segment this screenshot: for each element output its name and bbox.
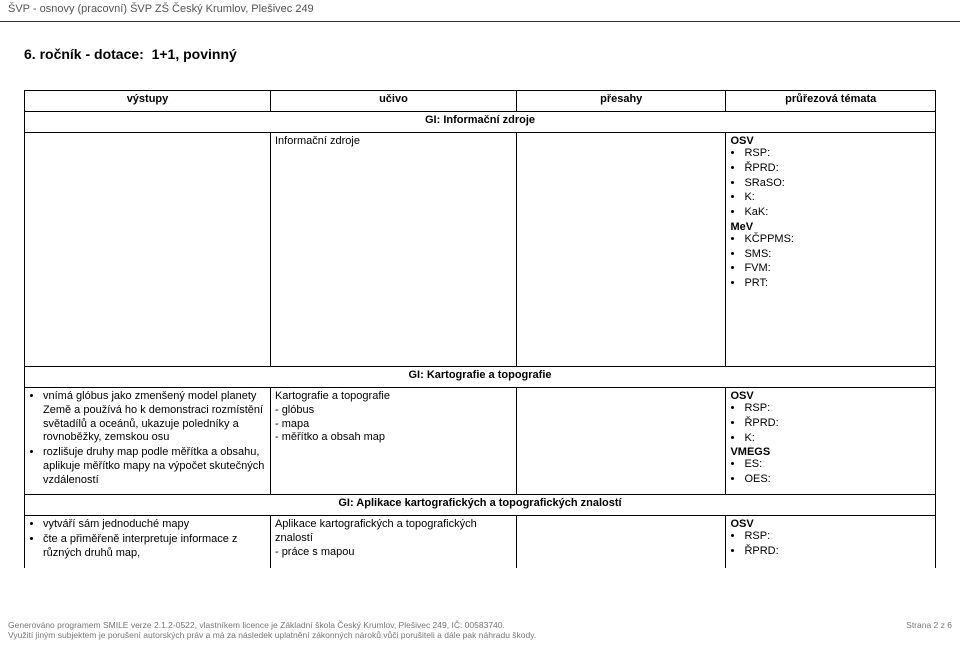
ucivo-cell: Informační zdroje: [270, 133, 516, 367]
list-item: rozlišuje druhy map podle měřítka a obsa…: [43, 446, 266, 487]
curriculum-table: výstupyučivopřesahyprůřezová témataGI: I…: [24, 90, 936, 568]
header-text: ŠVP - osnovy (pracovní) ŠVP ZŠ Český Kru…: [8, 3, 314, 15]
footer-line-2: Využití jiným subjektem je porušení auto…: [8, 630, 536, 640]
grade-title: 6. ročník - dotace: 1+1, povinný: [24, 46, 936, 62]
section-header: GI: Aplikace kartografických a topografi…: [25, 495, 936, 516]
page-footer: Generováno programem SMILE verze 2.1.2-0…: [0, 620, 960, 640]
list-item: OES:: [744, 473, 931, 487]
list-item: SMS:: [744, 248, 931, 262]
outputs-cell: [25, 133, 271, 367]
footer-line-1: Generováno programem SMILE verze 2.1.2-0…: [8, 620, 536, 630]
ucivo-line: - měřítko a obsah map: [275, 431, 512, 445]
column-header: učivo: [270, 91, 516, 112]
list-item: ŘPRD:: [744, 545, 931, 559]
column-header: průřezová témata: [726, 91, 936, 112]
document-header: ŠVP - osnovy (pracovní) ŠVP ZŠ Český Kru…: [0, 0, 960, 22]
list-item: PRT:: [744, 277, 931, 291]
theme-title: OSV: [730, 135, 931, 147]
list-item: KČPPMS:: [744, 233, 931, 247]
list-item: K:: [744, 432, 931, 446]
temata-cell: OSVRSP:ŘPRD:SRaSO:K:KaK:MeVKČPPMS:SMS:FV…: [726, 133, 936, 367]
presahy-cell: [516, 388, 726, 495]
list-item: čte a přiměřeně interpretuje informace z…: [43, 533, 266, 561]
list-item: K:: [744, 191, 931, 205]
list-item: FVM:: [744, 262, 931, 276]
list-item: RSP:: [744, 147, 931, 161]
page-content: 6. ročník - dotace: 1+1, povinný výstupy…: [0, 22, 960, 568]
column-header: výstupy: [25, 91, 271, 112]
list-item: RSP:: [744, 530, 931, 544]
list-item: RSP:: [744, 402, 931, 416]
ucivo-line: - mapa: [275, 418, 512, 432]
ucivo-line: Aplikace kartografických a topografickýc…: [275, 518, 512, 546]
theme-title: OSV: [730, 390, 931, 402]
list-item: vytváří sám jednoduché mapy: [43, 518, 266, 532]
list-item: KaK:: [744, 206, 931, 220]
temata-cell: OSVRSP:ŘPRD:K:VMEGSES:OES:: [726, 388, 936, 495]
footer-right: Strana 2 z 6: [906, 620, 952, 640]
section-header: GI: Kartografie a topografie: [25, 367, 936, 388]
list-item: ES:: [744, 458, 931, 472]
ucivo-cell: Kartografie a topografie- glóbus- mapa- …: [270, 388, 516, 495]
footer-left: Generováno programem SMILE verze 2.1.2-0…: [8, 620, 536, 640]
theme-title: VMEGS: [730, 446, 931, 458]
column-header: přesahy: [516, 91, 726, 112]
list-item: SRaSO:: [744, 177, 931, 191]
presahy-cell: [516, 133, 726, 367]
section-header: GI: Informační zdroje: [25, 112, 936, 133]
list-item: ŘPRD:: [744, 162, 931, 176]
outputs-cell: vnímá glóbus jako zmenšený model planety…: [25, 388, 271, 495]
ucivo-line: Informační zdroje: [275, 135, 512, 149]
ucivo-line: - glóbus: [275, 404, 512, 418]
ucivo-line: - práce s mapou: [275, 546, 512, 560]
outputs-cell: vytváří sám jednoduché mapyčte a přiměře…: [25, 516, 271, 568]
temata-cell: OSVRSP:ŘPRD:: [726, 516, 936, 568]
list-item: vnímá glóbus jako zmenšený model planety…: [43, 390, 266, 445]
list-item: ŘPRD:: [744, 417, 931, 431]
theme-title: OSV: [730, 518, 931, 530]
ucivo-cell: Aplikace kartografických a topografickýc…: [270, 516, 516, 568]
ucivo-line: Kartografie a topografie: [275, 390, 512, 404]
theme-title: MeV: [730, 221, 931, 233]
presahy-cell: [516, 516, 726, 568]
